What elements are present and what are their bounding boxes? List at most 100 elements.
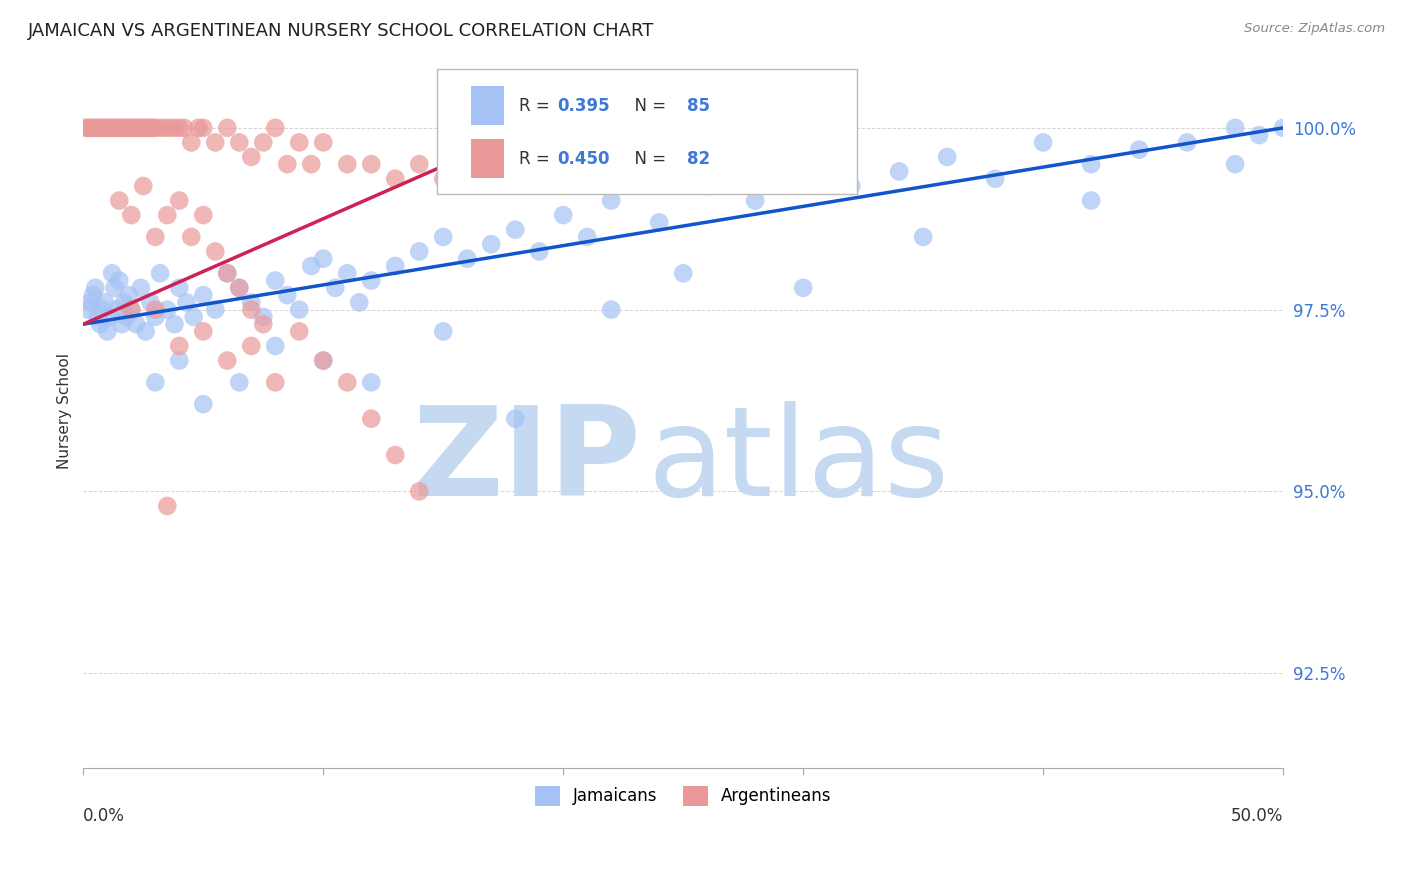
Point <box>936 150 959 164</box>
Text: 0.0%: 0.0% <box>83 807 125 825</box>
Point <box>456 252 478 266</box>
Point <box>408 244 430 259</box>
Point <box>384 448 406 462</box>
Point <box>252 310 274 324</box>
Point <box>456 157 478 171</box>
Point <box>129 120 152 135</box>
Point <box>96 325 118 339</box>
Point <box>149 120 172 135</box>
Text: N =: N = <box>624 96 672 115</box>
Text: 50.0%: 50.0% <box>1230 807 1284 825</box>
Point <box>156 302 179 317</box>
Point <box>91 302 114 317</box>
Text: atlas: atlas <box>647 401 949 522</box>
Point <box>79 120 101 135</box>
Point <box>1223 157 1246 171</box>
Point <box>120 302 142 317</box>
Point <box>193 288 215 302</box>
FancyBboxPatch shape <box>471 139 505 178</box>
Point <box>912 230 935 244</box>
Point <box>323 281 346 295</box>
Text: 85: 85 <box>686 96 710 115</box>
Point <box>252 136 274 150</box>
Point <box>112 295 135 310</box>
Point <box>228 136 250 150</box>
Point <box>118 120 141 135</box>
Point <box>240 302 263 317</box>
Point <box>276 157 298 171</box>
Point <box>1032 136 1054 150</box>
Point <box>108 194 131 208</box>
FancyBboxPatch shape <box>471 87 505 126</box>
Point <box>217 120 239 135</box>
Point <box>792 157 814 171</box>
Point <box>98 310 121 324</box>
Point <box>744 194 766 208</box>
Point <box>217 353 239 368</box>
Point <box>143 120 166 135</box>
Point <box>89 120 111 135</box>
Point <box>1175 136 1198 150</box>
Point <box>159 120 181 135</box>
Point <box>103 281 125 295</box>
Text: ZIP: ZIP <box>412 401 641 522</box>
Point <box>193 120 215 135</box>
Point <box>169 281 191 295</box>
Point <box>143 376 166 390</box>
Legend: Jamaicans, Argentineans: Jamaicans, Argentineans <box>529 779 838 813</box>
Point <box>89 317 111 331</box>
Point <box>288 325 311 339</box>
Point <box>112 120 135 135</box>
Point <box>336 157 359 171</box>
Text: N =: N = <box>624 150 672 168</box>
Point <box>240 339 263 353</box>
Point <box>600 302 623 317</box>
Point <box>1249 128 1271 142</box>
Point <box>143 302 166 317</box>
Point <box>82 288 104 302</box>
Point <box>108 120 131 135</box>
Point <box>169 353 191 368</box>
Point <box>1080 194 1102 208</box>
Point <box>143 310 166 324</box>
Point <box>1128 143 1150 157</box>
Point <box>360 376 382 390</box>
Point <box>129 281 152 295</box>
Point <box>193 397 215 411</box>
Point <box>135 120 157 135</box>
Point <box>82 120 104 135</box>
Point <box>136 120 159 135</box>
Point <box>169 194 191 208</box>
Point <box>105 302 128 317</box>
Text: JAMAICAN VS ARGENTINEAN NURSERY SCHOOL CORRELATION CHART: JAMAICAN VS ARGENTINEAN NURSERY SCHOOL C… <box>28 22 655 40</box>
Text: 0.395: 0.395 <box>557 96 610 115</box>
Point <box>204 244 226 259</box>
Point <box>132 179 155 194</box>
Point <box>120 208 142 222</box>
Point <box>96 120 118 135</box>
Point <box>193 325 215 339</box>
Point <box>105 120 128 135</box>
Point <box>839 179 862 194</box>
Point <box>264 339 287 353</box>
Point <box>1223 120 1246 135</box>
Point <box>264 376 287 390</box>
Point <box>156 499 179 513</box>
Point <box>360 157 382 171</box>
Point <box>240 295 263 310</box>
Point <box>163 317 186 331</box>
Point <box>139 120 162 135</box>
Point <box>94 120 117 135</box>
Point <box>349 295 371 310</box>
Point <box>127 120 149 135</box>
Point <box>183 310 205 324</box>
Point <box>792 281 814 295</box>
Point <box>360 411 382 425</box>
Point <box>553 208 575 222</box>
Point <box>336 376 359 390</box>
Point <box>180 230 202 244</box>
Point <box>142 120 165 135</box>
Text: 0.450: 0.450 <box>557 150 610 168</box>
Point <box>86 120 108 135</box>
Point <box>312 252 335 266</box>
